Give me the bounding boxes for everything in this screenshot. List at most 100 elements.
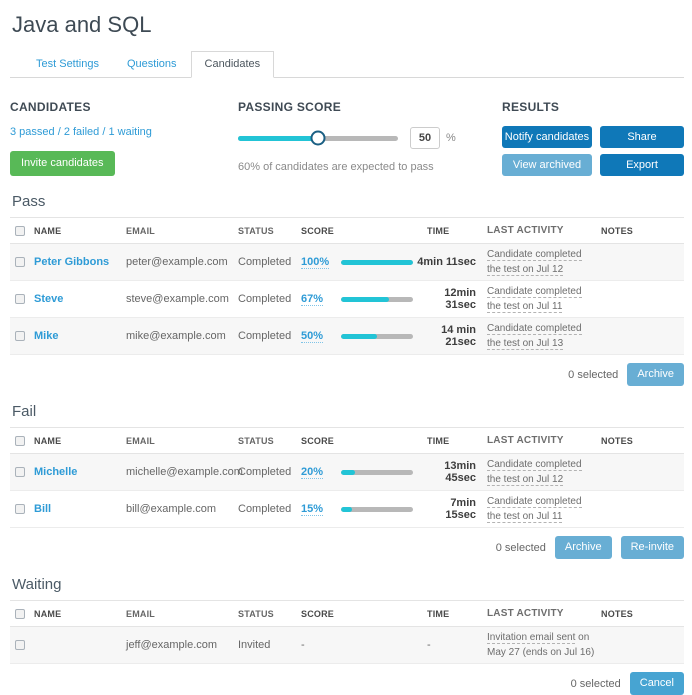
score-bar bbox=[341, 470, 413, 475]
table-row: Mike mike@example.com Completed 50% 14 m… bbox=[10, 318, 684, 355]
candidate-email: bill@example.com bbox=[126, 503, 238, 515]
header-email: EMAIL bbox=[126, 609, 238, 619]
select-all-checkbox[interactable] bbox=[15, 609, 25, 619]
candidate-status: Completed bbox=[238, 503, 301, 515]
last-activity-link[interactable]: Candidate completedthe test on Jul 12 bbox=[487, 249, 582, 276]
last-activity-link[interactable]: Candidate completedthe test on Jul 12 bbox=[487, 459, 582, 486]
fail-table-footer: 0 selected Archive Re-invite bbox=[10, 528, 684, 559]
candidate-email: peter@example.com bbox=[126, 256, 238, 268]
last-activity-link[interactable]: Candidate completedthe test on Jul 11 bbox=[487, 286, 582, 313]
passing-score-slider-row: % bbox=[238, 127, 502, 149]
pass-table-body: Peter Gibbons peter@example.com Complete… bbox=[10, 244, 684, 355]
page: Java and SQL Test Settings Questions Can… bbox=[0, 0, 692, 695]
passing-score-panel: PASSING SCORE % 60% of candidates are ex… bbox=[238, 100, 502, 176]
score-bar bbox=[341, 507, 413, 512]
row-checkbox[interactable] bbox=[15, 331, 25, 341]
header-email: EMAIL bbox=[126, 226, 238, 236]
tab-candidates[interactable]: Candidates bbox=[191, 51, 275, 78]
passing-score-input[interactable] bbox=[410, 127, 440, 149]
table-header-row: NAME EMAIL STATUS SCORE TIME LAST ACTIVI… bbox=[10, 217, 684, 244]
row-checkbox[interactable] bbox=[15, 294, 25, 304]
candidate-name-link[interactable]: Mike bbox=[34, 330, 58, 342]
header-score: SCORE bbox=[301, 609, 417, 619]
page-title: Java and SQL bbox=[12, 12, 684, 38]
tab-bar: Test Settings Questions Candidates bbox=[10, 51, 684, 78]
header-notes: NOTES bbox=[589, 436, 684, 446]
invite-candidates-button[interactable]: Invite candidates bbox=[10, 151, 115, 176]
view-archived-button[interactable]: View archived bbox=[502, 154, 592, 176]
passing-score-slider-fill bbox=[238, 136, 318, 141]
passing-score-slider-handle[interactable] bbox=[311, 131, 326, 146]
section-fail-title: Fail bbox=[12, 403, 684, 420]
last-activity-link[interactable]: Candidate completedthe test on Jul 11 bbox=[487, 496, 582, 523]
score-link[interactable]: 15% bbox=[301, 503, 323, 516]
score-link[interactable]: 50% bbox=[301, 330, 323, 343]
candidates-heading: CANDIDATES bbox=[10, 100, 238, 114]
selected-count: 0 selected bbox=[571, 678, 621, 690]
re-invite-button[interactable]: Re-invite bbox=[621, 536, 684, 559]
table-header-row: NAME EMAIL STATUS SCORE TIME LAST ACTIVI… bbox=[10, 600, 684, 627]
tab-questions[interactable]: Questions bbox=[113, 51, 191, 78]
header-last-activity: LAST ACTIVITY bbox=[477, 606, 589, 621]
selected-count: 0 selected bbox=[568, 369, 618, 381]
section-waiting: Waiting NAME EMAIL STATUS SCORE TIME LAS… bbox=[10, 576, 684, 695]
last-activity-link[interactable]: Candidate completedthe test on Jul 13 bbox=[487, 323, 582, 350]
last-activity-link[interactable]: Invitation email sent onMay 27 (ends on … bbox=[487, 632, 594, 658]
header-notes: NOTES bbox=[589, 226, 684, 236]
select-all-checkbox[interactable] bbox=[15, 436, 25, 446]
time-value: 12min 31sec bbox=[417, 287, 477, 311]
row-checkbox[interactable] bbox=[15, 504, 25, 514]
row-checkbox[interactable] bbox=[15, 640, 25, 650]
candidate-name-link[interactable]: Michelle bbox=[34, 466, 77, 478]
score-link[interactable]: - bbox=[301, 639, 305, 651]
waiting-table-footer: 0 selected Cancel bbox=[10, 664, 684, 695]
share-button[interactable]: Share bbox=[600, 126, 684, 148]
candidate-name-link[interactable]: Peter Gibbons bbox=[34, 256, 109, 268]
score-link[interactable]: 20% bbox=[301, 466, 323, 479]
candidates-summary: 3 passed / 2 failed / 1 waiting bbox=[10, 126, 238, 138]
score-link[interactable]: 67% bbox=[301, 293, 323, 306]
header-status: STATUS bbox=[238, 609, 301, 619]
passing-score-note: 60% of candidates are expected to pass bbox=[238, 161, 502, 173]
percent-label: % bbox=[446, 132, 456, 144]
results-panel: RESULTS Notify candidates Share View arc… bbox=[502, 100, 684, 176]
time-value: - bbox=[417, 639, 477, 651]
header-time: TIME bbox=[417, 609, 477, 619]
table-header-row: NAME EMAIL STATUS SCORE TIME LAST ACTIVI… bbox=[10, 427, 684, 454]
header-name: NAME bbox=[34, 609, 126, 619]
candidate-name-link[interactable]: Steve bbox=[34, 293, 63, 305]
candidate-email: michelle@example.com bbox=[126, 466, 238, 478]
header-time: TIME bbox=[417, 436, 477, 446]
header-score: SCORE bbox=[301, 436, 417, 446]
row-checkbox[interactable] bbox=[15, 257, 25, 267]
select-all-checkbox[interactable] bbox=[15, 226, 25, 236]
table-row: Peter Gibbons peter@example.com Complete… bbox=[10, 244, 684, 281]
section-fail: Fail NAME EMAIL STATUS SCORE TIME LAST A… bbox=[10, 403, 684, 559]
export-button[interactable]: Export bbox=[600, 154, 684, 176]
candidate-status: Invited bbox=[238, 639, 301, 651]
archive-button[interactable]: Archive bbox=[555, 536, 612, 559]
candidate-email: jeff@example.com bbox=[126, 639, 238, 651]
candidate-status: Completed bbox=[238, 466, 301, 478]
archive-button[interactable]: Archive bbox=[627, 363, 684, 386]
tab-test-settings[interactable]: Test Settings bbox=[22, 51, 113, 78]
row-checkbox[interactable] bbox=[15, 467, 25, 477]
score-bar bbox=[341, 297, 413, 302]
header-email: EMAIL bbox=[126, 436, 238, 446]
score-link[interactable]: 100% bbox=[301, 256, 329, 269]
summary-panels: CANDIDATES 3 passed / 2 failed / 1 waiti… bbox=[10, 100, 684, 176]
header-time: TIME bbox=[417, 226, 477, 236]
candidate-name-link[interactable]: Bill bbox=[34, 503, 51, 515]
pass-table-footer: 0 selected Archive bbox=[10, 355, 684, 386]
header-last-activity: LAST ACTIVITY bbox=[477, 223, 589, 238]
section-pass-title: Pass bbox=[12, 193, 684, 210]
header-notes: NOTES bbox=[589, 609, 684, 619]
passing-score-slider[interactable] bbox=[238, 136, 398, 141]
candidates-panel: CANDIDATES 3 passed / 2 failed / 1 waiti… bbox=[10, 100, 238, 176]
notify-candidates-button[interactable]: Notify candidates bbox=[502, 126, 592, 148]
section-pass: Pass NAME EMAIL STATUS SCORE TIME LAST A… bbox=[10, 193, 684, 386]
cancel-button[interactable]: Cancel bbox=[630, 672, 684, 695]
table-row: Steve steve@example.com Completed 67% 12… bbox=[10, 281, 684, 318]
time-value: 14 min 21sec bbox=[417, 324, 477, 348]
candidate-status: Completed bbox=[238, 330, 301, 342]
